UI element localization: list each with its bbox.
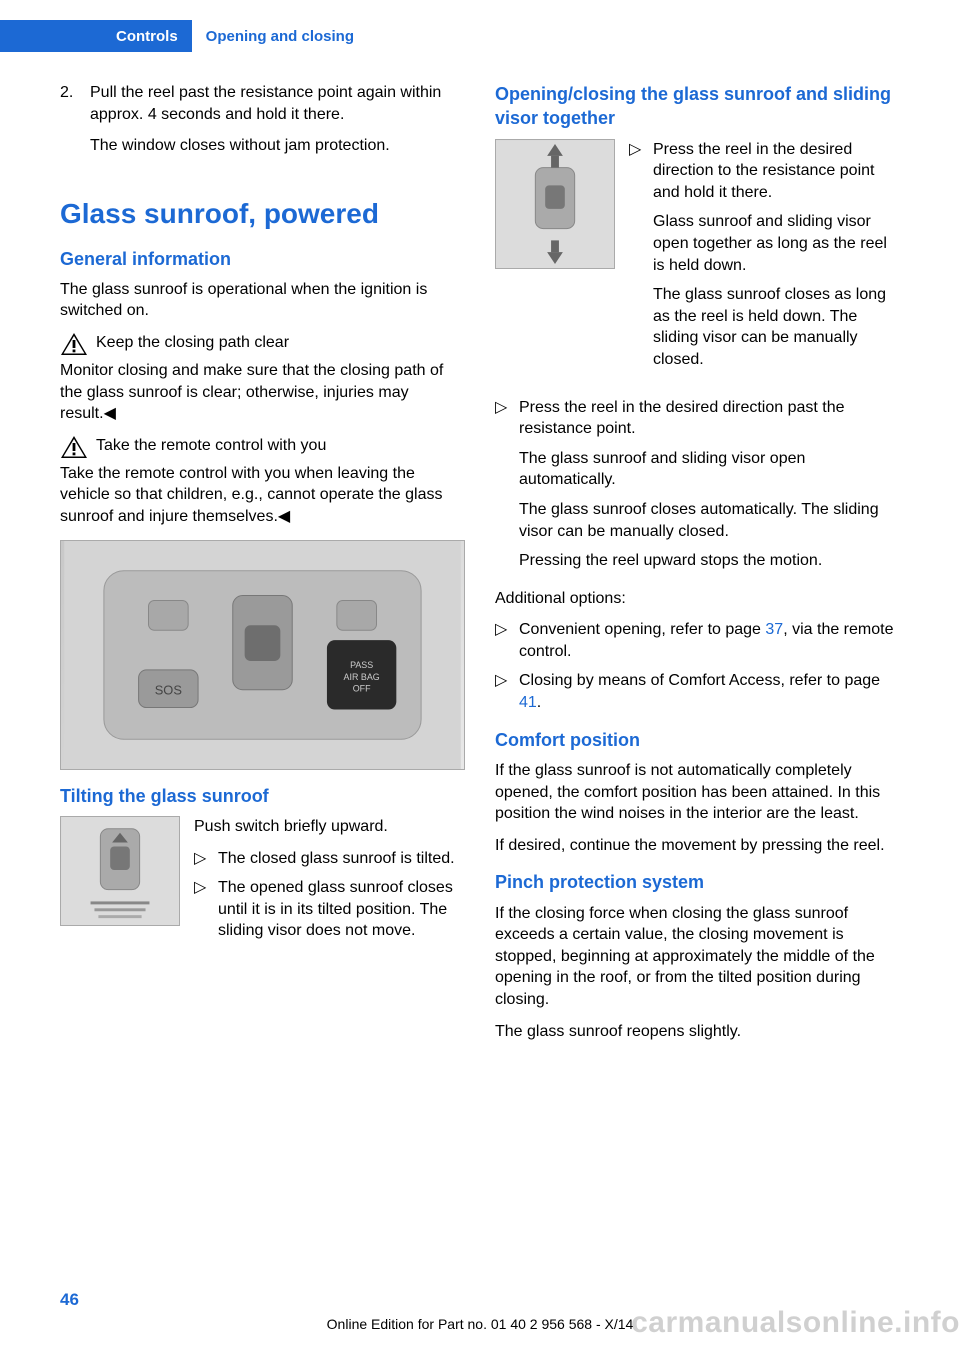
bullet-glyph: ▷	[495, 619, 519, 662]
warn1-body: Monitor closing and make sure that the c…	[60, 360, 465, 425]
warning-icon	[60, 435, 88, 459]
warn1-title: Keep the closing path clear	[96, 332, 465, 354]
subheading-general: General information	[60, 247, 465, 271]
warning-closing-path: Keep the closing path clear Monitor clos…	[60, 332, 465, 425]
addl-b2-b: .	[537, 694, 541, 711]
step-2: 2. Pull the reel past the resistance poi…	[60, 82, 465, 167]
subheading-open-close: Opening/closing the glass sunroof and sl…	[495, 82, 900, 131]
general-p1: The glass sunroof is operational when th…	[60, 279, 465, 322]
svg-text:AIR BAG: AIR BAG	[344, 671, 380, 681]
list-item: ▷ Convenient opening, refer to page 37, …	[495, 619, 900, 662]
pinch-p2: The glass sunroof reopens slightly.	[495, 1021, 900, 1043]
svg-text:OFF: OFF	[353, 683, 371, 693]
left-column: 2. Pull the reel past the resistance poi…	[60, 82, 465, 1262]
step2-p1: Pull the reel past the resistance point …	[90, 82, 465, 125]
b2-p4: Pressing the reel upward stops the motio…	[519, 550, 900, 572]
b1: Press the reel in the desired direction …	[653, 139, 900, 379]
section-heading-glass-sunroof: Glass sunroof, powered	[60, 195, 465, 233]
page: Controls Opening and closing 2. Pull the…	[0, 0, 960, 1362]
warn2-title: Take the remote control with you	[96, 435, 465, 457]
tilt-illustration	[61, 817, 179, 925]
b2: Press the reel in the desired direction …	[519, 397, 900, 580]
addl-b2: Closing by means of Comfort Access, refe…	[519, 670, 900, 713]
b2-p1: Press the reel in the desired direction …	[519, 397, 900, 440]
openclose-switch-image	[495, 139, 615, 269]
tilt-intro: Push switch briefly upward.	[194, 816, 465, 838]
b2-p2: The glass sunroof and sliding visor open…	[519, 448, 900, 491]
step-body: Pull the reel past the resistance point …	[90, 82, 465, 167]
tilt-b2: The opened glass sunroof closes until it…	[218, 877, 465, 942]
subheading-pinch: Pinch protection system	[495, 870, 900, 894]
addl-b2-a: Closing by means of Comfort Access, refe…	[519, 672, 880, 689]
right-column: Opening/closing the glass sunroof and sl…	[495, 82, 900, 1262]
page-link-37[interactable]: 37	[765, 621, 783, 638]
warning-remote: Take the remote control with you Take th…	[60, 435, 465, 528]
additional-options-label: Additional options:	[495, 588, 900, 610]
warn2-body: Take the remote control with you when le…	[60, 463, 465, 528]
header-tab-opening: Opening and closing	[192, 20, 368, 52]
console-illustration: SOS PASS AIR BAG OFF	[61, 541, 464, 769]
comfort-p2: If desired, continue the movement by pre…	[495, 835, 900, 857]
page-link-41[interactable]: 41	[519, 694, 537, 711]
bullet-glyph: ▷	[495, 670, 519, 713]
step-number: 2.	[60, 82, 90, 167]
list-item: ▷ Press the reel in the desired directio…	[495, 397, 900, 580]
bullet-glyph: ▷	[495, 397, 519, 580]
tilt-switch-image	[60, 816, 180, 926]
list-item: ▷ The closed glass sunroof is tilted.	[194, 848, 465, 870]
b1-p2: Glass sunroof and sliding vi­sor open to…	[653, 211, 900, 276]
addl-b1-a: Convenient opening, refer to page	[519, 621, 765, 638]
subheading-comfort: Comfort position	[495, 728, 900, 752]
bullet-glyph: ▷	[194, 848, 218, 870]
bullet-glyph: ▷	[629, 139, 653, 379]
tilt-body: Push switch briefly upward. ▷ The closed…	[194, 816, 465, 950]
tilt-b1: The closed glass sunroof is tilted.	[218, 848, 465, 870]
addl-b1: Convenient opening, refer to page 37, vi…	[519, 619, 900, 662]
header-tab-controls: Controls	[0, 20, 192, 52]
list-item: ▷ The opened glass sunroof closes until …	[194, 877, 465, 942]
b1-p3: The glass sunroof closes as long as the …	[653, 284, 900, 370]
tilt-row: Push switch briefly upward. ▷ The closed…	[60, 816, 465, 950]
comfort-p1: If the glass sunroof is not automaticall…	[495, 760, 900, 825]
subheading-tilting: Tilting the glass sunroof	[60, 784, 465, 808]
svg-text:SOS: SOS	[155, 682, 182, 697]
step2-p2: The window closes without jam protection…	[90, 135, 465, 157]
content-columns: 2. Pull the reel past the resistance poi…	[60, 82, 900, 1262]
openclose-row: ▷ Press the reel in the desired directio…	[495, 139, 900, 387]
watermark: carmanualsonline.info	[631, 1306, 960, 1340]
list-item: ▷ Closing by means of Comfort Access, re…	[495, 670, 900, 713]
pinch-p1: If the closing force when closing the gl…	[495, 903, 900, 1011]
openclose-illustration	[496, 140, 614, 268]
b2-p3: The glass sunroof closes automatically. …	[519, 499, 900, 542]
openclose-body: ▷ Press the reel in the desired directio…	[629, 139, 900, 387]
list-item: ▷ Press the reel in the desired directio…	[629, 139, 900, 379]
header-bar: Controls Opening and closing	[0, 20, 960, 52]
bullet-glyph: ▷	[194, 877, 218, 942]
overhead-console-image: SOS PASS AIR BAG OFF	[60, 540, 465, 770]
svg-text:PASS: PASS	[350, 660, 373, 670]
b1-p1: Press the reel in the desired direction …	[653, 139, 900, 204]
warning-icon	[60, 332, 88, 356]
